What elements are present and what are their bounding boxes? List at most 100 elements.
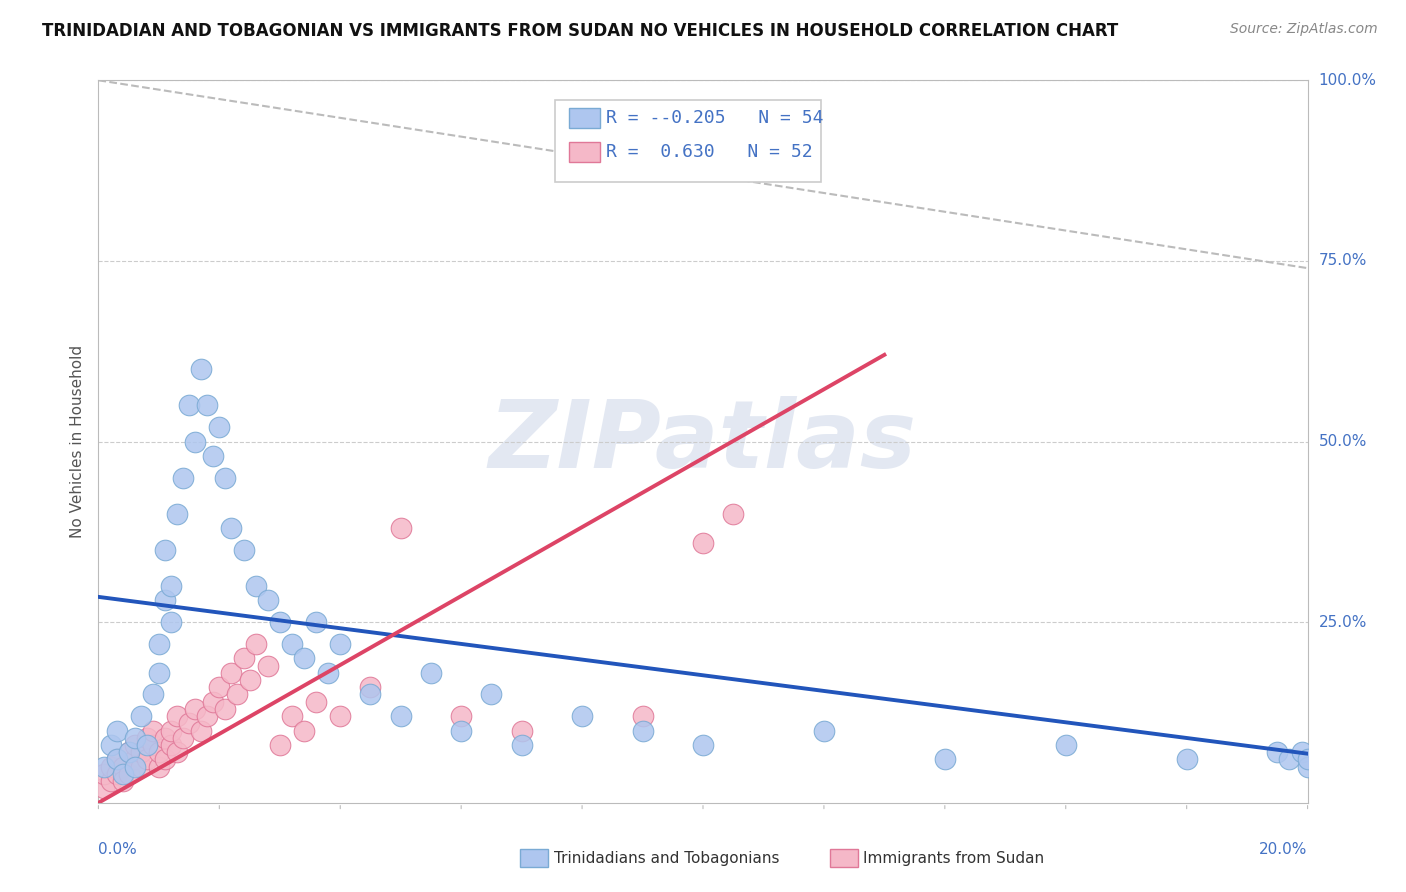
Point <box>148 745 170 759</box>
Point <box>450 709 472 723</box>
Point <box>105 752 128 766</box>
Text: Immigrants from Sudan: Immigrants from Sudan <box>863 851 1045 865</box>
Text: 0.0%: 0.0% <box>98 842 138 856</box>
Point <box>214 470 236 484</box>
Text: 100.0%: 100.0% <box>1319 73 1376 87</box>
Point <box>692 535 714 549</box>
Point <box>129 709 152 723</box>
Point <box>142 723 165 738</box>
Point <box>190 362 212 376</box>
Point <box>153 731 176 745</box>
Point <box>160 723 183 738</box>
Point <box>148 637 170 651</box>
Point <box>329 709 352 723</box>
Point <box>232 651 254 665</box>
Text: 25.0%: 25.0% <box>1319 615 1367 630</box>
Point <box>166 507 188 521</box>
Point <box>221 521 243 535</box>
Point <box>221 665 243 680</box>
Point <box>571 709 593 723</box>
Point <box>172 470 194 484</box>
Point <box>420 665 443 680</box>
Point <box>692 738 714 752</box>
Point <box>195 709 218 723</box>
Point <box>153 752 176 766</box>
Point <box>1291 745 1313 759</box>
Text: R =  0.630   N = 52: R = 0.630 N = 52 <box>606 143 813 161</box>
Point <box>208 680 231 694</box>
Text: TRINIDADIAN AND TOBAGONIAN VS IMMIGRANTS FROM SUDAN NO VEHICLES IN HOUSEHOLD COR: TRINIDADIAN AND TOBAGONIAN VS IMMIGRANTS… <box>42 22 1118 40</box>
Text: Trinidadians and Tobagonians: Trinidadians and Tobagonians <box>554 851 779 865</box>
Point <box>281 637 304 651</box>
Point <box>93 781 115 796</box>
Text: Source: ZipAtlas.com: Source: ZipAtlas.com <box>1230 22 1378 37</box>
Point <box>129 745 152 759</box>
Point <box>100 738 122 752</box>
Point <box>934 752 956 766</box>
Point <box>111 767 134 781</box>
Point <box>269 615 291 630</box>
Point <box>166 745 188 759</box>
Point <box>1296 752 1319 766</box>
Point <box>292 651 315 665</box>
Point <box>329 637 352 651</box>
Point <box>510 738 533 752</box>
Point <box>142 687 165 701</box>
Point <box>179 398 201 412</box>
Point <box>100 774 122 789</box>
Point <box>214 702 236 716</box>
Point <box>360 687 382 701</box>
Point <box>135 752 157 766</box>
Point <box>245 637 267 651</box>
Point <box>1175 752 1198 766</box>
Point <box>1267 745 1289 759</box>
Point <box>1296 760 1319 774</box>
Point <box>631 723 654 738</box>
Point <box>256 658 278 673</box>
Point <box>631 709 654 723</box>
Text: 50.0%: 50.0% <box>1319 434 1367 449</box>
Point <box>129 760 152 774</box>
Point <box>148 760 170 774</box>
Text: R = --0.205   N = 54: R = --0.205 N = 54 <box>606 109 823 127</box>
Point <box>208 420 231 434</box>
Point <box>1278 752 1301 766</box>
Point <box>93 760 115 774</box>
Point <box>135 731 157 745</box>
Point <box>179 716 201 731</box>
Point <box>195 398 218 412</box>
Point <box>111 774 134 789</box>
Point <box>124 731 146 745</box>
Point <box>245 579 267 593</box>
Point <box>389 521 412 535</box>
Point <box>239 673 262 687</box>
Point <box>124 760 146 774</box>
Point <box>226 687 249 701</box>
Point <box>118 745 141 759</box>
Point <box>93 767 115 781</box>
Point <box>105 767 128 781</box>
Text: ZIPatlas: ZIPatlas <box>489 395 917 488</box>
Point <box>148 665 170 680</box>
Point <box>118 767 141 781</box>
Point <box>450 723 472 738</box>
Point <box>160 579 183 593</box>
Point <box>481 687 503 701</box>
Y-axis label: No Vehicles in Household: No Vehicles in Household <box>69 345 84 538</box>
Point <box>269 738 291 752</box>
Point <box>202 695 225 709</box>
Point <box>1054 738 1077 752</box>
Point <box>510 723 533 738</box>
Point <box>256 593 278 607</box>
Point <box>124 738 146 752</box>
Text: 75.0%: 75.0% <box>1319 253 1367 268</box>
Point <box>360 680 382 694</box>
Point <box>292 723 315 738</box>
Point <box>111 760 134 774</box>
Point <box>190 723 212 738</box>
Point <box>142 738 165 752</box>
Point <box>153 593 176 607</box>
Point <box>202 449 225 463</box>
Point <box>813 723 835 738</box>
Point <box>184 702 207 716</box>
